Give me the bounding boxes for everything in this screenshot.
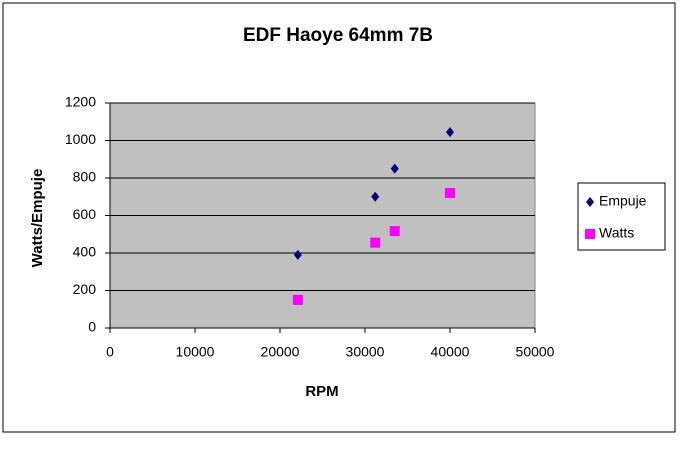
y-tick-label: 1000 — [65, 131, 96, 147]
legend-label: Empuje — [599, 193, 647, 209]
point — [445, 188, 455, 198]
y-tick-label: 1200 — [65, 94, 96, 110]
y-tick-label: 600 — [73, 206, 97, 222]
legend-marker — [585, 229, 595, 239]
point — [292, 294, 303, 305]
y-tick-label: 800 — [73, 169, 97, 185]
x-tick-label: 0 — [106, 344, 114, 360]
point — [370, 237, 381, 248]
legend-label: Watts — [599, 225, 634, 241]
point — [371, 191, 380, 202]
x-tick-label: 50000 — [516, 344, 555, 360]
chart-title: EDF Haoye 64mm 7B — [243, 25, 433, 46]
x-tick-label: 10000 — [176, 344, 215, 360]
point — [446, 127, 454, 138]
x-tick-label: 20000 — [261, 344, 300, 360]
y-tick-label: 0 — [88, 319, 96, 335]
y-axis-title: Watts/Empuje — [29, 169, 46, 268]
legend-marker — [586, 197, 594, 207]
x-tick-label: 40000 — [431, 344, 470, 360]
point — [389, 226, 400, 237]
point — [293, 249, 302, 260]
x-axis-title: RPM — [305, 383, 338, 400]
y-tick-label: 200 — [73, 281, 97, 297]
point — [390, 163, 399, 174]
y-tick-label: 400 — [73, 244, 97, 260]
x-tick-label: 30000 — [346, 344, 385, 360]
